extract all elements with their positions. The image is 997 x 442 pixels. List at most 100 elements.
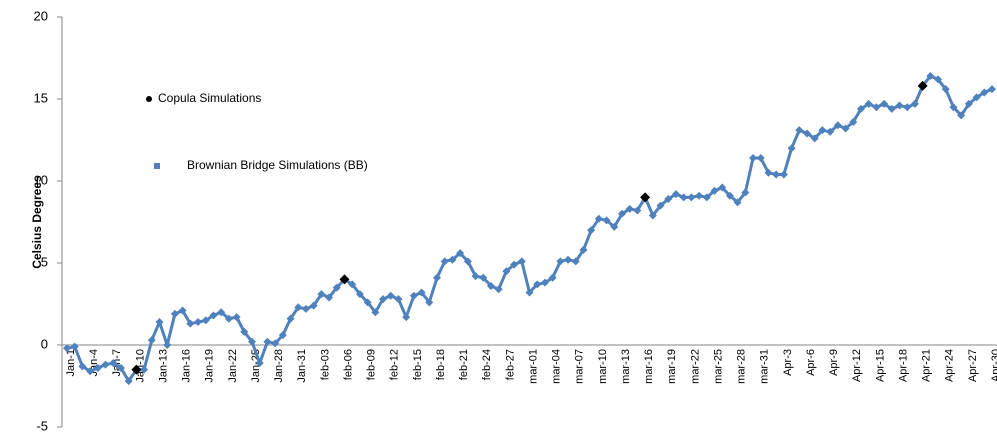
data-point (910, 99, 919, 108)
data-point (548, 273, 557, 282)
data-point (656, 201, 665, 210)
data-point (926, 72, 935, 81)
legend-marker (146, 96, 152, 102)
data-point (286, 314, 295, 323)
data-point (841, 124, 850, 133)
data-point (248, 337, 256, 346)
x-tick-label: Jan-28 (273, 349, 285, 383)
data-point (502, 267, 511, 276)
y-tick-label: 20 (34, 8, 48, 23)
x-tick-label: Jan-1 (65, 349, 77, 377)
data-point (710, 186, 719, 195)
data-point (533, 280, 542, 289)
data-point (980, 88, 989, 97)
x-tick-label: feb-27 (504, 349, 516, 380)
x-tick-label: Jan-19 (204, 349, 216, 383)
data-point (448, 255, 457, 264)
x-tick-label: mar-07 (574, 349, 586, 384)
data-point (170, 309, 179, 318)
data-point (625, 204, 634, 213)
data-point (101, 360, 110, 369)
y-tick-label: 5 (41, 254, 48, 269)
data-point (417, 288, 426, 297)
data-point (941, 85, 950, 94)
data-point (186, 319, 195, 328)
x-tick-label: Jan-13 (157, 349, 169, 383)
y-tick-label: 15 (34, 90, 48, 105)
x-tick-label: mar-10 (597, 349, 609, 384)
legend-marker (154, 163, 160, 169)
x-tick-label: feb-06 (342, 349, 354, 380)
data-point (671, 190, 680, 199)
data-point (263, 337, 272, 346)
data-point (618, 209, 626, 218)
data-point (826, 127, 835, 136)
x-tick-label: mar-13 (620, 349, 632, 384)
data-point (725, 191, 734, 200)
data-point (440, 257, 449, 266)
data-point (224, 314, 233, 323)
data-point (201, 316, 210, 325)
data-point (339, 274, 350, 285)
data-point (240, 327, 249, 336)
x-tick-label: Apr-30 (990, 349, 997, 382)
data-point (456, 249, 465, 258)
data-point (355, 290, 364, 299)
x-tick-label: mar-22 (689, 349, 701, 384)
data-point (633, 206, 642, 215)
data-point (733, 198, 742, 207)
x-tick-label: Apr-3 (782, 349, 794, 376)
data-point (880, 99, 889, 108)
x-tick-label: Apr-18 (897, 349, 909, 382)
x-tick-label: feb-12 (389, 349, 401, 380)
x-tick-label: Apr-9 (828, 349, 840, 376)
data-point (556, 257, 565, 266)
data-point (463, 257, 472, 266)
x-tick-label: feb-24 (481, 349, 493, 380)
data-point (610, 222, 619, 231)
data-point (895, 101, 904, 110)
data-point (348, 280, 357, 289)
x-tick-label: Jan-31 (296, 349, 308, 383)
data-point (379, 295, 388, 304)
data-point (425, 298, 434, 307)
data-point (278, 331, 287, 340)
y-tick-label: 10 (34, 172, 48, 187)
data-point (849, 117, 858, 126)
data-point (109, 359, 118, 368)
data-point (155, 318, 164, 327)
data-point (764, 168, 773, 177)
data-point (294, 303, 303, 312)
data-point (988, 85, 996, 94)
data-point (803, 129, 811, 138)
data-point (540, 278, 549, 287)
x-tick-label: Apr-27 (967, 349, 979, 382)
data-point (479, 273, 488, 282)
x-tick-label: mar-28 (736, 349, 748, 384)
x-tick-label: mar-31 (759, 349, 771, 384)
data-point (972, 93, 981, 102)
data-point (317, 290, 326, 299)
data-point (433, 273, 441, 282)
x-tick-label: Apr-21 (921, 349, 933, 382)
data-point (856, 104, 865, 113)
data-point (602, 216, 611, 225)
data-point (140, 365, 149, 374)
data-point (571, 257, 580, 266)
data-point (124, 377, 133, 386)
x-tick-label: feb-09 (366, 349, 378, 380)
x-tick-label: Apr-6 (805, 349, 817, 376)
data-point (78, 362, 87, 371)
x-tick-label: mar-01 (527, 349, 539, 384)
legend-label: Copula Simulations (158, 91, 261, 105)
x-tick-label: mar-04 (551, 349, 563, 384)
data-point (486, 281, 495, 290)
data-point (510, 260, 519, 269)
y-tick-label: -5 (36, 418, 48, 433)
data-point (409, 291, 418, 300)
x-tick-label: Jan-22 (227, 349, 239, 383)
data-point (833, 121, 842, 130)
data-point (194, 318, 203, 327)
data-point (517, 257, 526, 266)
